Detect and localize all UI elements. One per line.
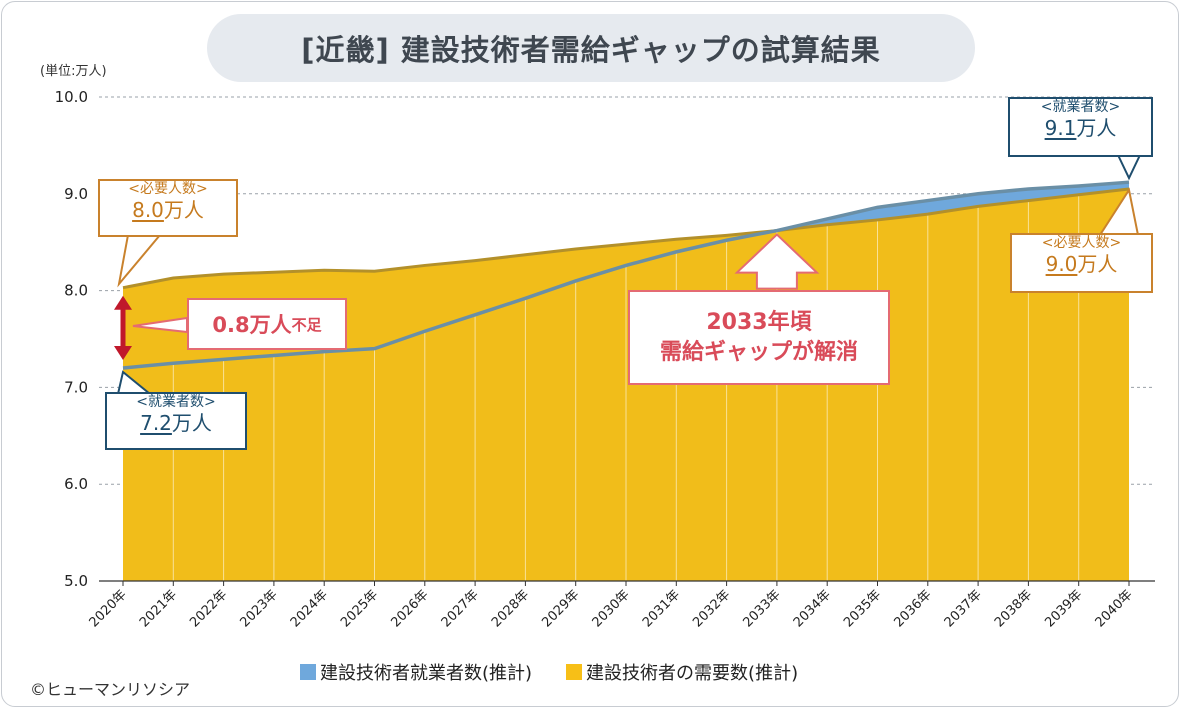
- shortage-callout: 0.8万人 不足: [187, 298, 347, 350]
- x-tick-label: 2033年: [741, 587, 784, 630]
- callout-emp-2020: <就業者数> 7.2万人: [105, 392, 247, 450]
- callout-unit: 万人: [171, 410, 212, 435]
- callout-number: 8.0: [132, 197, 164, 222]
- callout-title: <必要人数>: [1041, 235, 1122, 251]
- x-tick-label: 2040年: [1093, 587, 1136, 630]
- legend-item-demand: 建設技術者の需要数(推計): [566, 659, 798, 685]
- x-tick-label: 2020年: [87, 587, 130, 630]
- callout-number: 9.1: [1044, 115, 1077, 140]
- callout-need-2040: <必要人数> 9.0万人: [1010, 233, 1153, 293]
- x-tick-label: 2031年: [640, 587, 683, 630]
- callout-unit: 万人: [1077, 251, 1118, 276]
- x-tick-label: 2032年: [690, 587, 733, 630]
- callout-title: <必要人数>: [128, 181, 208, 197]
- legend-item-supply: 建設技術者就業者数(推計): [300, 659, 532, 685]
- demand-line: [122, 187, 1130, 290]
- legend: 建設技術者就業者数(推計) 建設技術者の需要数(推計): [300, 659, 798, 685]
- x-tick-label: 2036年: [891, 587, 934, 630]
- callout-emp-2040: <就業者数> 9.1万人: [1008, 97, 1153, 157]
- callout-title: <就業者数>: [1040, 99, 1121, 115]
- x-tick-label: 2037年: [942, 587, 985, 630]
- gap-resolved-year: 2033年頃: [706, 309, 812, 335]
- x-tick-label: 2039年: [1042, 587, 1085, 630]
- legend-swatch-supply: [300, 664, 316, 680]
- callout-number: 9.0: [1045, 251, 1078, 276]
- x-tick-label: 2026年: [388, 587, 431, 630]
- legend-swatch-demand: [566, 664, 583, 680]
- x-tick-label: 2027年: [439, 587, 482, 630]
- x-tick-label: 2021年: [137, 587, 180, 630]
- gap-arrow-head-up: [114, 295, 132, 310]
- y-tick-label: 9.0: [64, 185, 88, 203]
- x-tick-label: 2025年: [338, 587, 381, 630]
- x-tick-label: 2035年: [841, 587, 884, 630]
- callout-pointer-emp-2040: [1116, 154, 1142, 181]
- y-tick-label: 5.0: [64, 572, 88, 590]
- shortage-label: 不足: [291, 315, 322, 334]
- callout-unit: 万人: [163, 197, 204, 222]
- callout-title: <就業者数>: [136, 394, 216, 410]
- x-tick-label: 2030年: [590, 587, 633, 630]
- y-tick-label: 6.0: [64, 475, 88, 493]
- y-tick-label: 8.0: [64, 282, 88, 300]
- x-tick-label: 2028年: [489, 587, 532, 630]
- crossover-arrow: [734, 233, 820, 290]
- y-tick-label: 7.0: [64, 378, 88, 396]
- callout-pointer-need-2020: [117, 234, 163, 288]
- callout-unit: 万人: [1076, 115, 1117, 140]
- x-tick-label: 2023年: [238, 587, 281, 630]
- callout-need-2020: <必要人数> 8.0万人: [98, 179, 238, 237]
- gap-resolved-callout: 2033年頃 需給ギャップが解消: [628, 290, 890, 385]
- gap-arrow-head-down: [114, 346, 132, 361]
- supply-line: [122, 180, 1130, 370]
- chart-title: [近畿] 建設技術者需給ギャップの試算結果: [207, 14, 975, 82]
- y-tick-label: 10.0: [55, 88, 88, 106]
- callout-number: 7.2: [140, 410, 172, 435]
- x-tick-label: 2029年: [539, 587, 582, 630]
- shortage-amount: 0.8万人: [212, 313, 292, 337]
- legend-label-supply: 建設技術者就業者数(推計): [320, 663, 533, 684]
- x-tick-label: 2038年: [992, 587, 1035, 630]
- x-tick-label: 2024年: [288, 587, 331, 630]
- gap-resolved-text: 需給ギャップが解消: [659, 339, 858, 365]
- unit-label: (単位:万人): [40, 64, 107, 79]
- copyright: ©ヒューマンリソシア: [30, 680, 191, 699]
- x-tick-label: 2022年: [187, 587, 230, 630]
- x-tick-label: 2034年: [791, 587, 834, 630]
- legend-label-demand: 建設技術者の需要数(推計): [586, 663, 799, 684]
